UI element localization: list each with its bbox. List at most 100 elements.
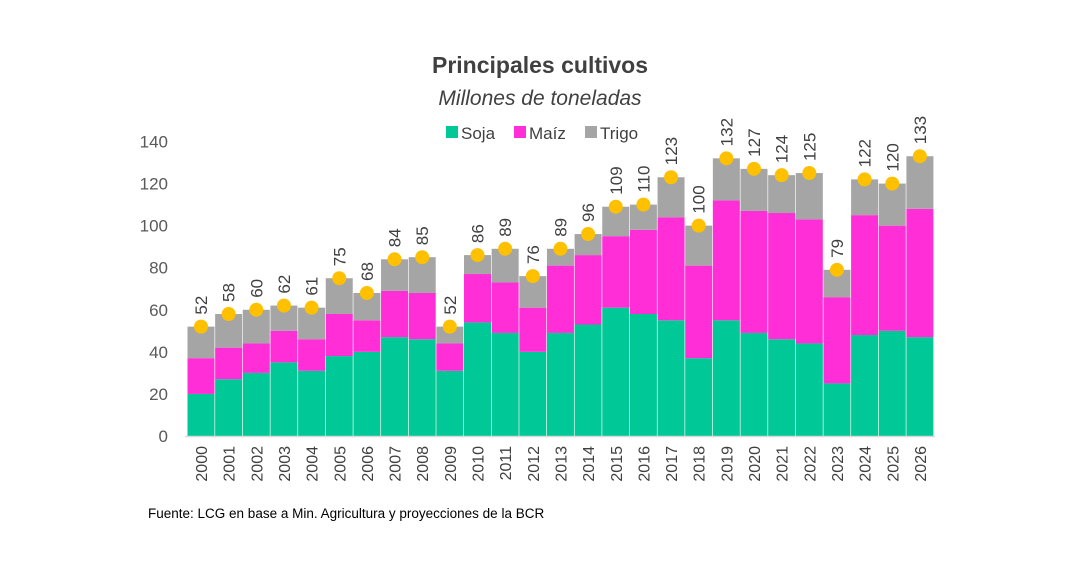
bar-segment-soja <box>187 393 215 436</box>
x-tick-label: 2021 <box>775 446 792 482</box>
bar-segment-soja <box>464 322 491 436</box>
total-label: 68 <box>358 262 377 281</box>
bar-segment-soja <box>657 320 685 436</box>
total-marker <box>442 319 457 334</box>
bar-segment-soja <box>270 362 298 436</box>
x-tick-label: 2023 <box>830 446 847 482</box>
y-tick-label: 80 <box>149 259 168 278</box>
bar-segment-trigo <box>878 183 906 226</box>
bar-segment-maíz <box>574 255 602 325</box>
source-note: Fuente: LCG en base a Min. Agricultura y… <box>148 506 544 521</box>
y-axis: 0 20 40 60 80 100 120 140 <box>140 133 168 447</box>
bar-segment-soja <box>381 337 409 436</box>
bar-segment-trigo <box>906 156 934 209</box>
total-marker <box>885 176 900 191</box>
x-tick-label: 2025 <box>885 446 902 482</box>
legend: Soja Maíz Trigo <box>446 124 638 143</box>
legend-label: Maíz <box>529 124 566 143</box>
bar-segment-trigo <box>436 326 464 344</box>
x-tick-label: 2024 <box>858 446 875 482</box>
total-label: 132 <box>717 118 736 146</box>
bar-segment-soja <box>491 332 519 436</box>
total-label: 122 <box>856 139 875 167</box>
total-label: 58 <box>220 283 239 302</box>
bar-segment-maíz <box>740 210 768 333</box>
x-tick-label: 2016 <box>636 446 653 482</box>
bars: 52 58 60 62 61 75 68 84 85 52 86 89 76 89 96 109 110 123 1… <box>187 116 934 436</box>
total-marker <box>359 285 374 300</box>
y-tick-label: 140 <box>140 133 168 152</box>
total-marker <box>194 319 208 334</box>
x-tick-label: 2011 <box>498 446 515 481</box>
total-marker <box>249 302 264 317</box>
x-tick-label: 2007 <box>388 446 405 482</box>
total-label: 79 <box>828 239 847 258</box>
bar-segment-soja <box>215 379 243 436</box>
y-tick-label: 20 <box>149 385 168 404</box>
total-label: 96 <box>579 203 598 222</box>
total-label: 127 <box>745 128 764 156</box>
x-tick-label: 2026 <box>913 446 930 482</box>
bar-segment-soja <box>629 313 657 436</box>
total-label: 89 <box>496 218 515 237</box>
bar-segment-soja <box>519 351 547 436</box>
x-tick-label: 2010 <box>471 446 488 482</box>
bar-segment-maíz <box>546 265 574 333</box>
total-marker <box>581 227 596 242</box>
x-tick-label: 2008 <box>415 446 432 482</box>
bar-segment-maíz <box>685 265 713 359</box>
bar-segment-soja <box>795 343 823 436</box>
x-tick-label: 2014 <box>581 446 598 482</box>
bar-segment-maíz <box>823 297 851 384</box>
y-tick-label: 100 <box>140 217 168 236</box>
legend-swatch-trigo <box>585 126 597 138</box>
total-marker <box>747 161 761 176</box>
total-marker <box>276 298 291 313</box>
total-marker <box>691 218 706 233</box>
chart-title: Principales cultivos <box>432 52 648 78</box>
legend-swatch-soja <box>446 126 458 138</box>
bar-segment-maíz <box>242 343 270 373</box>
total-label: 85 <box>413 226 432 245</box>
x-tick-label: 2018 <box>692 446 709 482</box>
bar-segment-trigo <box>546 248 574 266</box>
x-tick-label: 2004 <box>305 446 322 482</box>
total-label: 84 <box>386 228 405 247</box>
x-tick-label: 2005 <box>332 446 349 482</box>
bar-segment-maíz <box>187 358 215 394</box>
total-marker <box>415 250 430 265</box>
bar-segment-soja <box>408 339 436 436</box>
total-label: 109 <box>607 166 626 194</box>
bar-segment-soja <box>768 339 796 436</box>
bar-segment-maíz <box>768 213 796 340</box>
total-label: 133 <box>911 116 930 144</box>
legend-label: Trigo <box>600 124 638 143</box>
y-tick-label: 120 <box>140 175 168 194</box>
total-marker <box>608 199 623 214</box>
x-axis: 2000 2001 2002 2003 2004 2005 2006 2007 2008 2009… <box>194 446 930 482</box>
total-marker <box>332 271 347 286</box>
bar-segment-maíz <box>381 290 409 338</box>
bar-segment-maíz <box>795 219 823 344</box>
bar-segment-maíz <box>298 339 326 371</box>
x-tick-label: 2002 <box>249 446 266 482</box>
bar-segment-trigo <box>712 158 740 201</box>
bar-segment-soja <box>823 383 851 436</box>
x-tick-label: 2006 <box>360 446 377 482</box>
total-marker <box>387 252 402 267</box>
total-label: 76 <box>524 245 543 264</box>
total-marker <box>553 241 568 256</box>
x-tick-label: 2020 <box>747 446 764 482</box>
total-marker <box>829 262 844 277</box>
total-label: 52 <box>192 296 211 315</box>
bar-segment-soja <box>851 335 879 436</box>
bar-segment-trigo <box>464 255 491 275</box>
bar-segment-soja <box>574 324 602 436</box>
total-label: 110 <box>634 165 653 192</box>
legend-label: Soja <box>461 124 496 143</box>
bar-segment-soja <box>602 307 630 436</box>
x-tick-label: 2009 <box>443 446 460 482</box>
y-tick-label: 40 <box>149 343 168 362</box>
bar-segment-maíz <box>353 320 381 352</box>
